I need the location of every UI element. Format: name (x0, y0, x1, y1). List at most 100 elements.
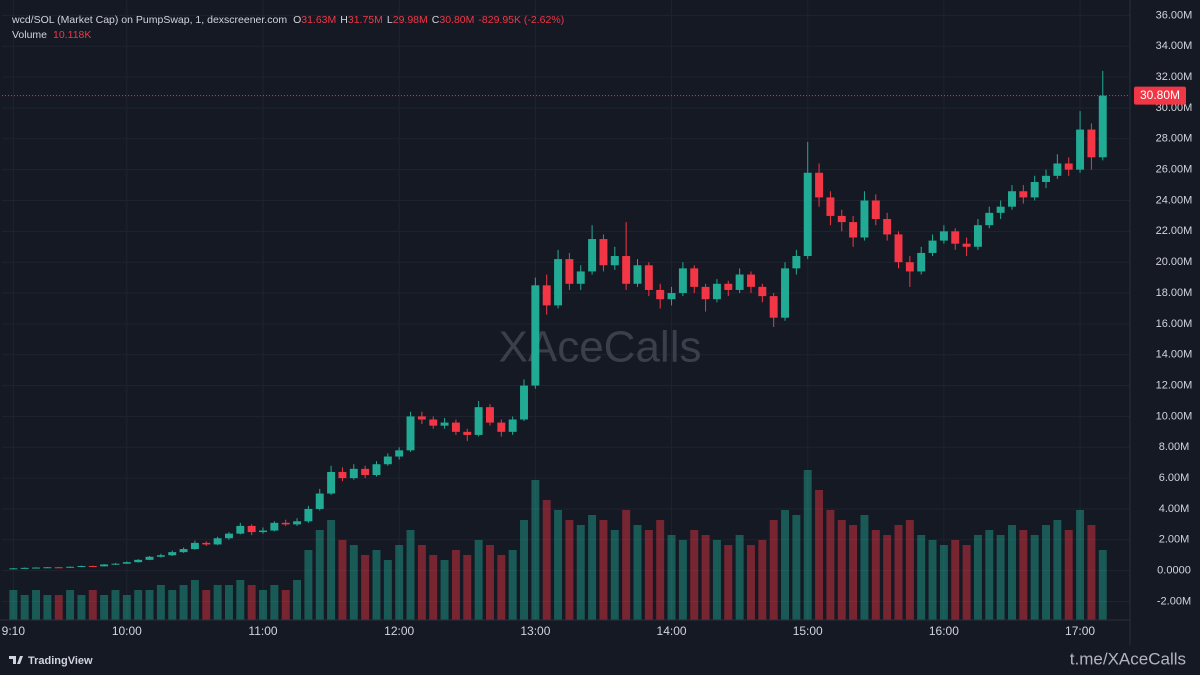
candle-body (837, 215, 846, 223)
ohlc-value: 31.75M (348, 14, 383, 26)
candle-body (190, 542, 199, 550)
candle-body (440, 422, 449, 426)
x-tick-label: 11:00 (248, 624, 277, 638)
candle-body (644, 265, 653, 290)
volume-bar (520, 520, 528, 620)
volume-bar (690, 530, 699, 620)
volume-bar (531, 480, 540, 620)
y-tick-label: 30.00M (1156, 102, 1193, 114)
volume-bar (701, 535, 710, 620)
candle-body (406, 416, 415, 451)
candle-body (315, 493, 324, 509)
candle-body (656, 289, 665, 300)
ohlc-key: H (340, 14, 348, 26)
volume-bar (803, 470, 812, 620)
candle-body (973, 225, 982, 247)
volume-bar (633, 525, 642, 620)
candle-body (565, 259, 574, 284)
y-tick-label: 36.00M (1156, 9, 1193, 21)
candle-body (474, 407, 483, 435)
volume-bar (497, 555, 506, 620)
candle-body (576, 271, 585, 284)
x-tick-label: 14:00 (657, 624, 687, 638)
volume-bar (871, 530, 880, 620)
candle-body (9, 568, 18, 570)
candle-body (77, 566, 86, 568)
candle-body (156, 555, 165, 557)
volume-bar (247, 585, 256, 620)
candle-body (281, 522, 290, 525)
candle-body (361, 468, 370, 476)
y-tick-label: 0.0000 (1157, 565, 1191, 577)
candle-body (293, 521, 302, 525)
y-tick-label: 26.00M (1156, 164, 1193, 176)
candle-body (168, 552, 177, 556)
y-tick-label: 20.00M (1156, 256, 1193, 268)
candle-body (247, 525, 256, 533)
x-tick-label: 16:00 (929, 624, 959, 638)
candle-body (1030, 181, 1039, 198)
candle-body (849, 222, 858, 238)
candle-body (905, 262, 914, 272)
volume-bar (599, 520, 608, 620)
candle-body (202, 542, 211, 545)
last-price-label: 30.80M (1140, 88, 1180, 102)
brand: TradingView (28, 655, 93, 667)
volume-bar (451, 550, 460, 620)
candle-body (712, 283, 721, 300)
candle-body (100, 564, 109, 567)
candle-body (485, 407, 494, 423)
volume-bar (1087, 525, 1096, 620)
candle-body (1053, 163, 1062, 176)
candle-body (54, 567, 63, 569)
candle-body (383, 456, 392, 465)
candle-body (111, 563, 120, 565)
x-tick-label: 10:00 (112, 624, 142, 638)
candle-body (349, 468, 358, 479)
volume-bar (747, 545, 755, 620)
legend-line: wcd/SOL (Market Cap) on PumpSwap, 1, dex… (11, 14, 564, 26)
volume-bar (973, 535, 982, 620)
volume-bar (372, 550, 381, 620)
change: -829.95K (-2.62%) (478, 14, 564, 26)
last-price-tag (1134, 86, 1186, 105)
candle-body (224, 533, 233, 539)
volume-bar (100, 595, 109, 620)
volume-bar (213, 585, 222, 620)
volume-bar (565, 520, 574, 620)
volume-bar (622, 510, 631, 620)
ohlc-key: L (387, 14, 393, 26)
volume-bar (1030, 535, 1039, 620)
candle-body (1042, 175, 1050, 182)
volume-bar (917, 535, 926, 620)
volume-bar (202, 590, 211, 620)
candle-body (803, 172, 812, 257)
volume-bar (735, 535, 744, 620)
candle-body (792, 256, 801, 269)
ohlc-value: 31.63M (301, 14, 336, 26)
tv-logo (9, 656, 23, 664)
candle-body (531, 285, 540, 386)
y-tick-label: 24.00M (1156, 194, 1193, 206)
candle-body (860, 200, 869, 238)
volume-value: 10.118K (53, 29, 91, 41)
volume-bar (1042, 525, 1050, 620)
volume-bar (542, 500, 551, 620)
volume-bar (860, 515, 869, 620)
candle-body (951, 231, 960, 244)
volume-bar (610, 530, 619, 620)
volume-bar (9, 590, 18, 620)
candle-body (985, 212, 994, 226)
volume-bar (395, 545, 404, 620)
y-tick-label: 6.00M (1159, 472, 1190, 484)
volume-bar (1064, 530, 1073, 620)
volume-bar (32, 590, 41, 620)
candle-body (520, 385, 528, 420)
candle-body (134, 559, 143, 563)
volume-bar (474, 540, 483, 620)
x-tick-label: 9:10 (2, 624, 26, 638)
volume-bar (77, 595, 86, 620)
candle-body (395, 450, 404, 457)
candle-body (43, 567, 52, 569)
